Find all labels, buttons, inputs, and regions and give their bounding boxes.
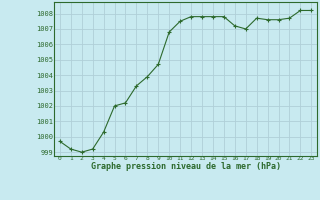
X-axis label: Graphe pression niveau de la mer (hPa): Graphe pression niveau de la mer (hPa) xyxy=(91,162,281,171)
